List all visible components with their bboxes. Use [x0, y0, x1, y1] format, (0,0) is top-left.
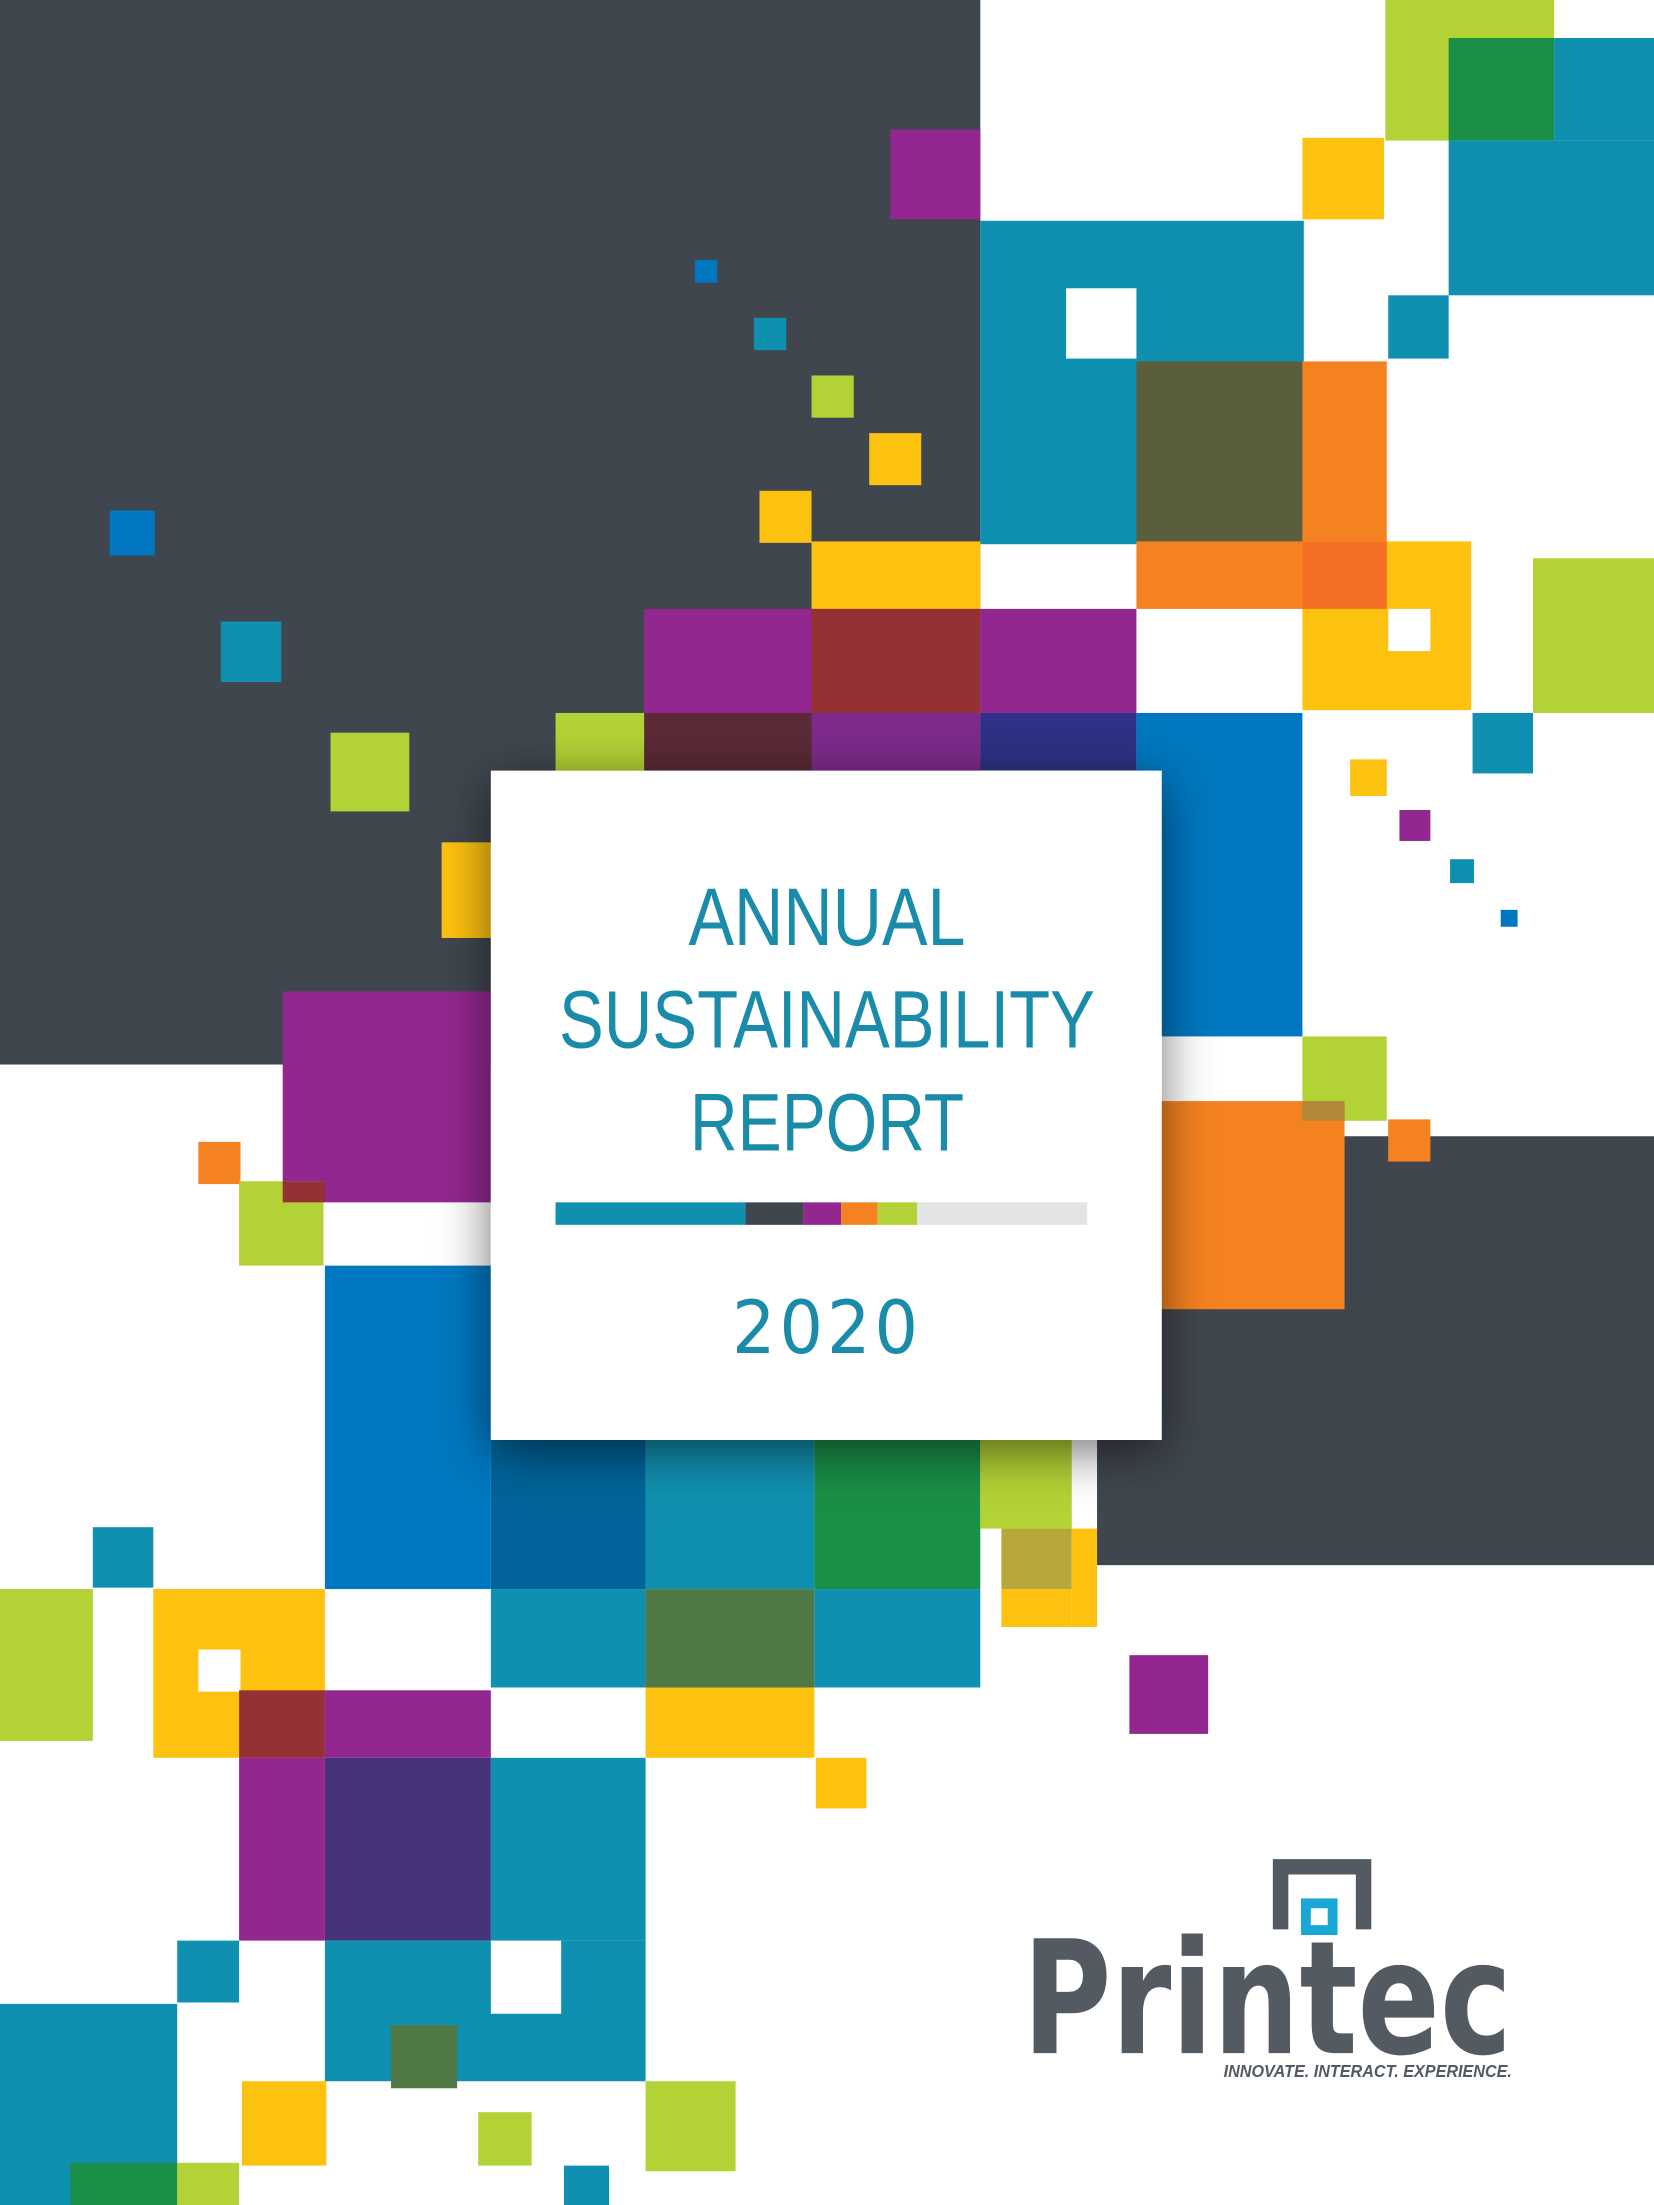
title-card [490, 770, 1162, 1440]
logo-tagline: INNOVATE. INTERACT. EXPERIENCE. [1224, 2061, 1512, 2081]
title-line: ANNUAL [688, 872, 965, 963]
year: 2020 [732, 1286, 922, 1371]
logo: Printec INNOVATE. INTERACT. EXPERIENCE. [1022, 1859, 1512, 2091]
logo-name: Printec [1022, 1908, 1511, 2091]
title-line: SUSTAINABILITY [559, 975, 1095, 1066]
color-bar [555, 1202, 1088, 1225]
title-line: REPORT [690, 1077, 964, 1168]
